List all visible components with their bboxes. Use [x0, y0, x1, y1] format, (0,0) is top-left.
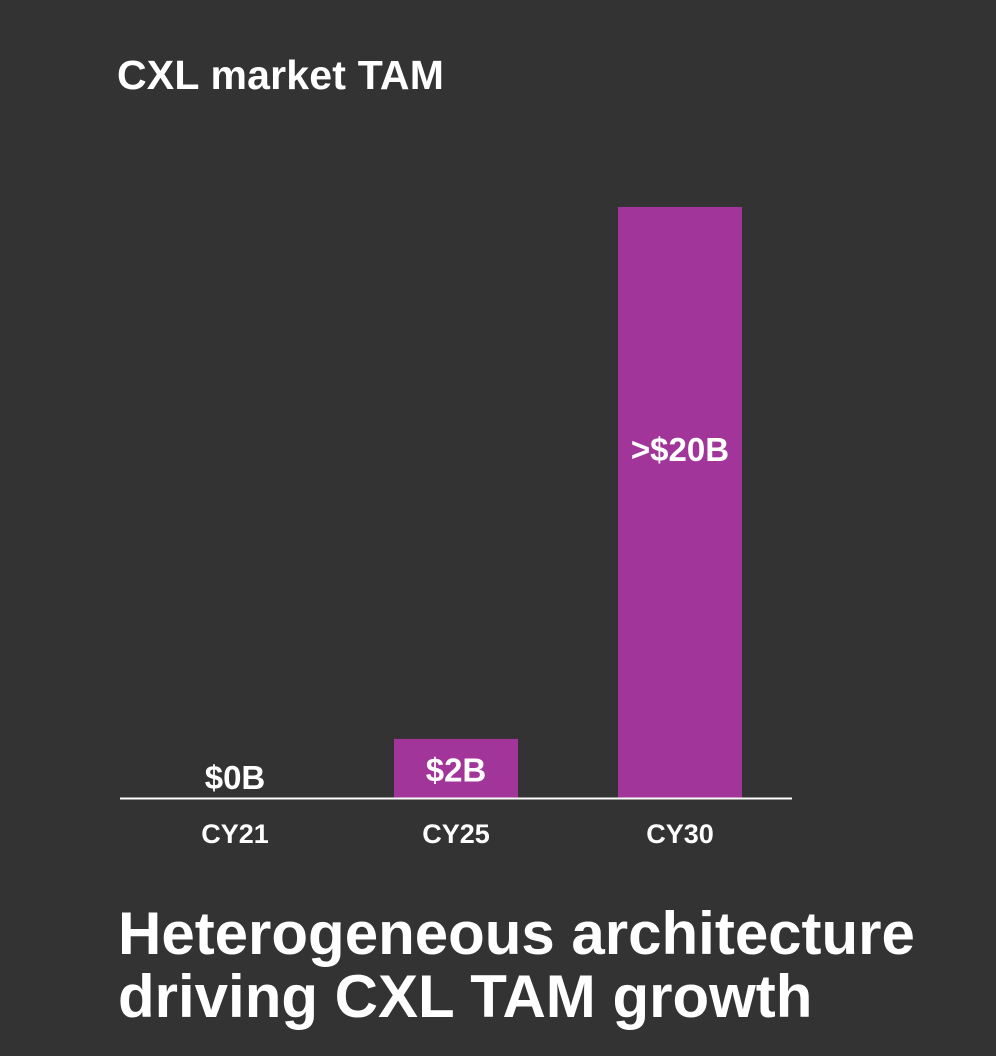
- headline-line-2: driving CXL TAM growth: [118, 963, 813, 1030]
- chart-title: CXL market TAM: [117, 52, 445, 98]
- x-tick-label-cy25: CY25: [422, 819, 490, 849]
- x-tick-label-cy21: CY21: [201, 819, 269, 849]
- bar-cy25: [394, 738, 518, 798]
- x-tick-label-cy30: CY30: [646, 819, 714, 849]
- data-label-cy30: >$20B: [631, 431, 729, 468]
- data-label-cy21: $0B: [205, 759, 266, 796]
- headline: Heterogeneous architecture driving CXL T…: [118, 902, 915, 1028]
- headline-line-1: Heterogeneous architecture: [118, 900, 915, 967]
- data-label-cy25: $2B: [426, 751, 487, 788]
- bar-cy30: [618, 207, 742, 798]
